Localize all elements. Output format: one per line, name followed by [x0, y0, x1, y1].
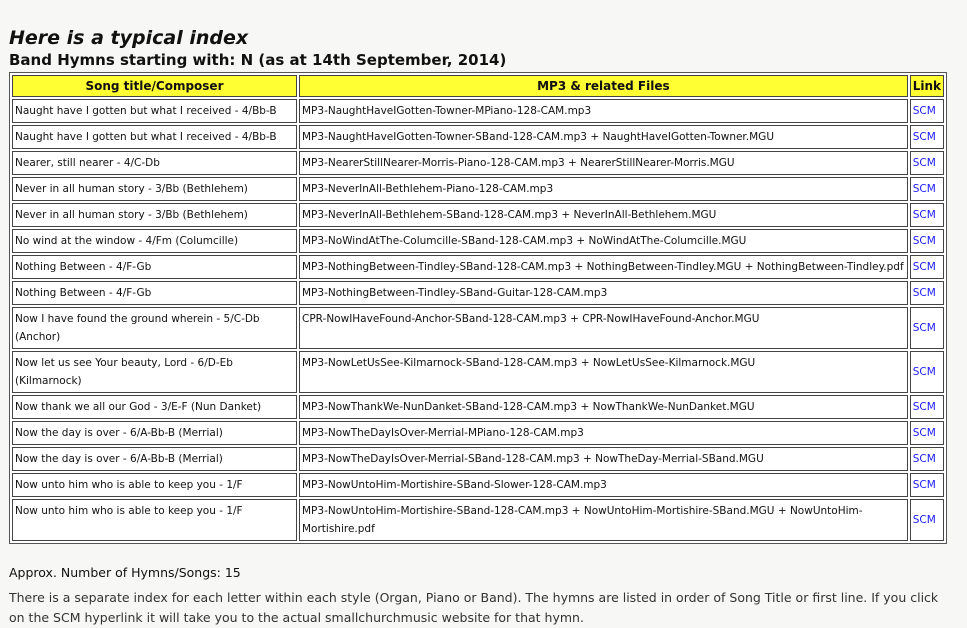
- scm-link[interactable]: SCM: [912, 105, 936, 117]
- link-cell: SCM: [909, 447, 944, 471]
- table-row: Never in all human story - 3/Bb (Bethleh…: [12, 177, 944, 201]
- scm-link[interactable]: SCM: [912, 401, 936, 413]
- link-cell: SCM: [909, 255, 944, 279]
- page-heading: Here is a typical index: [9, 27, 249, 49]
- table-row: Now I have found the ground wherein - 5/…: [12, 307, 944, 349]
- link-cell: SCM: [909, 307, 944, 349]
- link-cell: SCM: [909, 203, 944, 227]
- table-row: No wind at the window - 4/Fm (Columcille…: [12, 229, 944, 253]
- files-cell: MP3-NearerStillNearer-Morris-Piano-128-C…: [299, 151, 908, 175]
- song-title-cell: Now let us see Your beauty, Lord - 6/D-E…: [12, 351, 297, 393]
- song-title-cell: Now thank we all our God - 3/E-F (Nun Da…: [12, 395, 297, 419]
- header-song-title: Song title/Composer: [12, 75, 297, 97]
- hymn-count: Approx. Number of Hymns/Songs: 15: [9, 565, 241, 580]
- files-cell: MP3-NothingBetween-Tindley-SBand-128-CAM…: [299, 255, 908, 279]
- table-row: Nearer, still nearer - 4/C-Db MP3-NearerS…: [12, 151, 944, 175]
- scm-link[interactable]: SCM: [912, 453, 936, 465]
- table-row: Now unto him who is able to keep you - 1…: [12, 473, 944, 497]
- table-row: Now the day is over - 6/A-Bb-B (Merrial)…: [12, 447, 944, 471]
- song-title-cell: Now the day is over - 6/A-Bb-B (Merrial): [12, 447, 297, 471]
- scm-link[interactable]: SCM: [912, 209, 936, 221]
- table-row: Nothing Between - 4/F-Gb MP3-NothingBetwe…: [12, 255, 944, 279]
- scm-link[interactable]: SCM: [912, 514, 936, 526]
- link-cell: SCM: [909, 395, 944, 419]
- song-title-cell: Never in all human story - 3/Bb (Bethleh…: [12, 203, 297, 227]
- files-cell: MP3-NeverInAll-Bethlehem-Piano-128-CAM.m…: [299, 177, 908, 201]
- files-cell: MP3-NowLetUsSee-Kilmarnock-SBand-128-CAM…: [299, 351, 908, 393]
- header-files: MP3 & related Files: [299, 75, 908, 97]
- files-cell: CPR-NowIHaveFound-Anchor-SBand-128-CAM.m…: [299, 307, 908, 349]
- song-title-cell: Now unto him who is able to keep you - 1…: [12, 499, 297, 541]
- link-cell: SCM: [909, 421, 944, 445]
- table-row: Now the day is over - 6/A-Bb-B (Merrial)…: [12, 421, 944, 445]
- table-row: Now let us see Your beauty, Lord - 6/D-E…: [12, 351, 944, 393]
- files-cell: MP3-NowTheDayIsOver-Merrial-SBand-128-CA…: [299, 447, 908, 471]
- index-note: There is a separate index for each lette…: [9, 590, 939, 625]
- scm-link[interactable]: SCM: [912, 427, 936, 439]
- song-title-cell: Now I have found the ground wherein - 5/…: [12, 307, 297, 349]
- scm-link[interactable]: SCM: [912, 157, 936, 169]
- content: Here is a typical index Band Hymns start…: [9, 26, 949, 628]
- song-title-cell: Naught have I gotten but what I received…: [12, 99, 297, 123]
- scm-link[interactable]: SCM: [912, 131, 936, 143]
- header-link: Link: [909, 75, 944, 97]
- scm-link[interactable]: SCM: [912, 366, 936, 378]
- scm-link[interactable]: SCM: [912, 235, 936, 247]
- link-cell: SCM: [909, 473, 944, 497]
- song-title-cell: Now unto him who is able to keep you - 1…: [12, 473, 297, 497]
- files-cell: MP3-NaughtHaveIGotten-Towner-SBand-128-C…: [299, 125, 908, 149]
- table-row: Never in all human story - 3/Bb (Bethleh…: [12, 203, 944, 227]
- table-row: Now unto him who is able to keep you - 1…: [12, 499, 944, 541]
- index-subheading: Band Hymns starting with: N (as at 14th …: [9, 51, 507, 69]
- scm-link[interactable]: SCM: [912, 287, 936, 299]
- scm-link[interactable]: SCM: [912, 183, 936, 195]
- files-cell: MP3-NowTheDayIsOver-Merrial-MPiano-128-C…: [299, 421, 908, 445]
- table-row: Now thank we all our God - 3/E-F (Nun Da…: [12, 395, 944, 419]
- table-row: Naught have I gotten but what I received…: [12, 125, 944, 149]
- scm-link[interactable]: SCM: [912, 261, 936, 273]
- files-cell: MP3-NoWindAtThe-Columcille-SBand-128-CAM…: [299, 229, 908, 253]
- link-cell: SCM: [909, 499, 944, 541]
- song-title-cell: Nearer, still nearer - 4/C-Db: [12, 151, 297, 175]
- files-cell: MP3-NeverInAll-Bethlehem-SBand-128-CAM.m…: [299, 203, 908, 227]
- song-title-cell: Naught have I gotten but what I received…: [12, 125, 297, 149]
- song-title-cell: No wind at the window - 4/Fm (Columcille…: [12, 229, 297, 253]
- hymn-index-table: Song title/Composer MP3 & related Files …: [9, 72, 947, 544]
- link-cell: SCM: [909, 281, 944, 305]
- table-header-row: Song title/Composer MP3 & related Files …: [12, 75, 944, 97]
- files-cell: MP3-NothingBetween-Tindley-SBand-Guitar-…: [299, 281, 908, 305]
- link-cell: SCM: [909, 99, 944, 123]
- link-cell: SCM: [909, 229, 944, 253]
- files-cell: MP3-NaughtHaveIGotten-Towner-MPiano-128-…: [299, 99, 908, 123]
- files-cell: MP3-NowUntoHim-Mortishire-SBand-128-CAM.…: [299, 499, 908, 541]
- link-cell: SCM: [909, 125, 944, 149]
- scm-link[interactable]: SCM: [912, 322, 936, 334]
- song-title-cell: Nothing Between - 4/F-Gb: [12, 281, 297, 305]
- link-cell: SCM: [909, 177, 944, 201]
- song-title-cell: Nothing Between - 4/F-Gb: [12, 255, 297, 279]
- song-title-cell: Never in all human story - 3/Bb (Bethleh…: [12, 177, 297, 201]
- link-cell: SCM: [909, 151, 944, 175]
- scm-link[interactable]: SCM: [912, 479, 936, 491]
- link-cell: SCM: [909, 351, 944, 393]
- files-cell: MP3-NowUntoHim-Mortishire-SBand-Slower-1…: [299, 473, 908, 497]
- files-cell: MP3-NowThankWe-NunDanket-SBand-128-CAM.m…: [299, 395, 908, 419]
- table-row: Naught have I gotten but what I received…: [12, 99, 944, 123]
- song-title-cell: Now the day is over - 6/A-Bb-B (Merrial): [12, 421, 297, 445]
- table-row: Nothing Between - 4/F-Gb MP3-NothingBetwe…: [12, 281, 944, 305]
